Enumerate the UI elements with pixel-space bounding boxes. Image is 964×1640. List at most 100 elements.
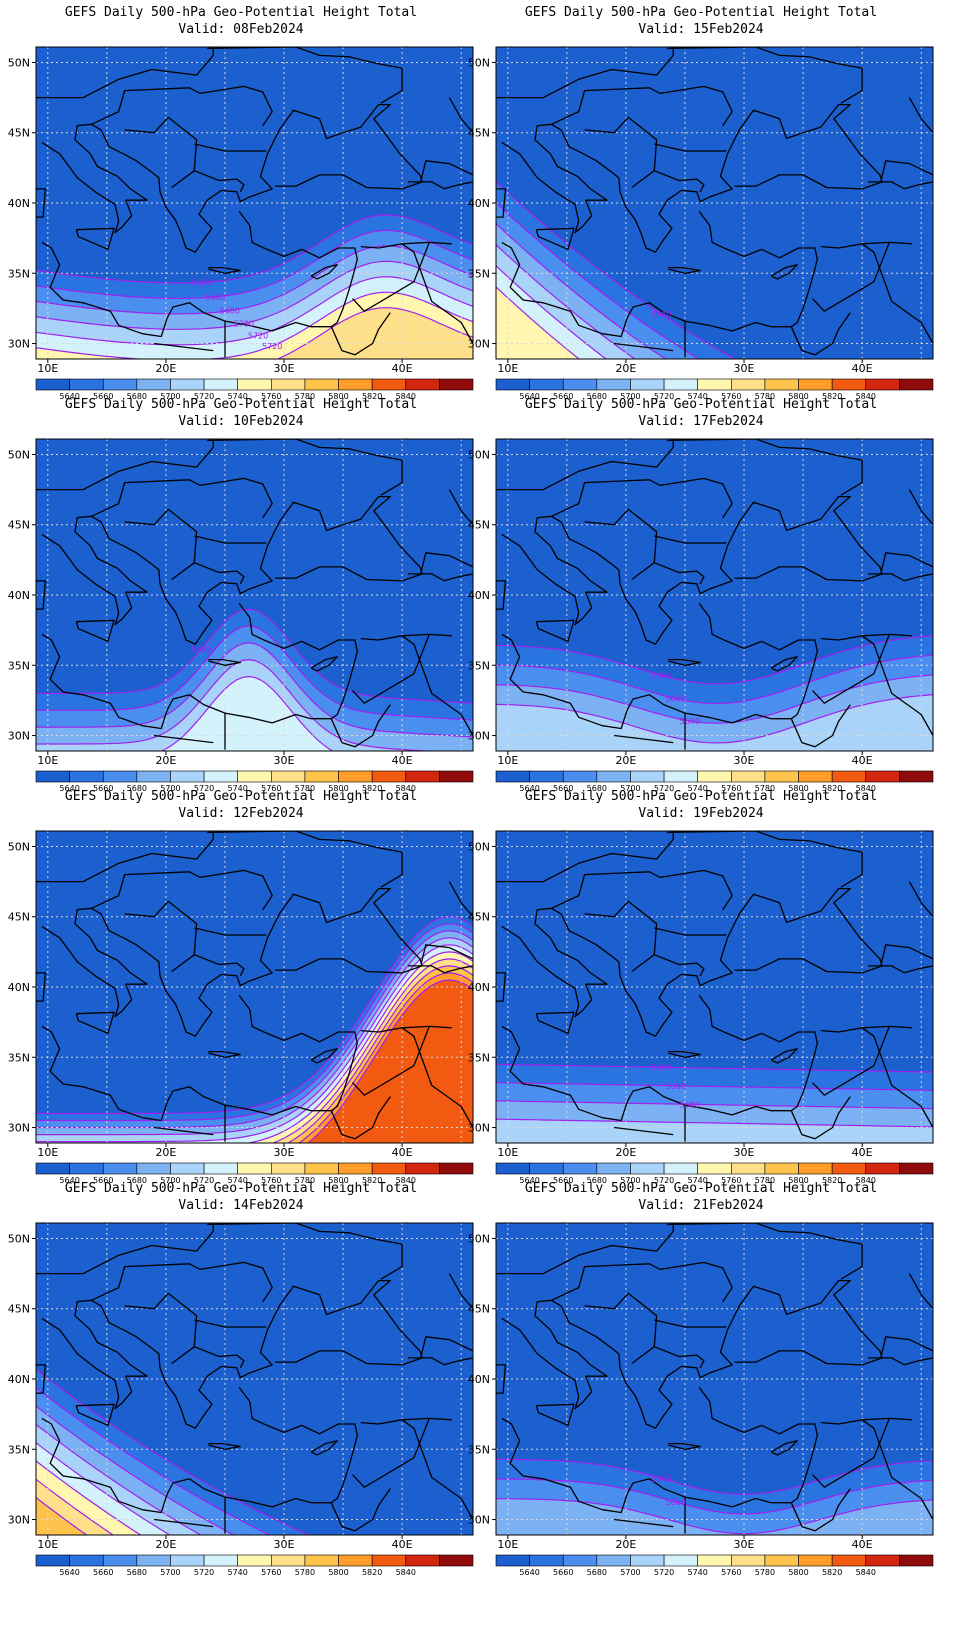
map-panel: GEFS Daily 500-hPa Geo-Potential Height … (460, 1176, 942, 1586)
colorbar-label: 5780 (295, 1176, 315, 1185)
coastline (124, 900, 198, 973)
colorbar-swatch (203, 378, 238, 391)
colorbar-swatch (630, 1554, 665, 1567)
coastline (551, 887, 883, 1037)
coastline (667, 1223, 863, 1280)
contour-line (496, 180, 737, 359)
coastline (310, 1440, 338, 1456)
colorbar-label: 5740 (228, 784, 248, 793)
coastline (207, 47, 403, 104)
coastline (908, 97, 933, 134)
colorbar-label: 5800 (788, 1176, 808, 1185)
contour-label: 5720 (262, 342, 282, 351)
coastline (352, 1026, 430, 1096)
colorbar-swatch (304, 770, 339, 783)
lon-tick-label: 10E (37, 754, 58, 767)
lat-tick-label: 40N (8, 589, 30, 602)
coastline (208, 1442, 241, 1450)
colorbar-swatch (899, 770, 934, 783)
coastline (91, 85, 273, 127)
colorbar-swatch (663, 770, 698, 783)
coastline (330, 326, 343, 351)
coastline (668, 658, 701, 666)
colorbar-label: 5660 (553, 1568, 573, 1577)
colorbar-label: 5720 (654, 1176, 674, 1185)
contour-line (36, 1405, 236, 1535)
coastline (551, 85, 733, 127)
contour-line (496, 1118, 933, 1128)
colorbar-swatch (338, 1162, 373, 1175)
coastline (124, 508, 198, 581)
coastline (551, 1261, 733, 1303)
contour-line (245, 951, 473, 1143)
coastline (903, 181, 933, 190)
lon-tick-label: 30E (734, 1538, 755, 1551)
panel-valid-date: Valid: 14Feb2024 (178, 1198, 304, 1213)
colorbar-swatch (663, 1554, 698, 1567)
colorbar-swatch (495, 378, 530, 391)
contour-layer (36, 1368, 311, 1535)
colorbar-swatch (731, 378, 766, 391)
coastline (861, 635, 933, 736)
colorbar-swatch (237, 1554, 272, 1567)
contour-layer (36, 214, 473, 359)
lat-tick-label: 45N (8, 127, 30, 140)
colorbar-label: 5800 (328, 784, 348, 793)
coastline (194, 1319, 267, 1328)
coastlines (496, 439, 933, 750)
coastline (880, 1336, 933, 1357)
graticule (496, 1223, 933, 1535)
colorbar-swatch (596, 1554, 631, 1567)
contour-label: 5680 (680, 1100, 700, 1109)
coastline (91, 869, 273, 911)
coastline (36, 1224, 214, 1275)
lat-tick-label: 50N (8, 840, 30, 853)
coastline (535, 619, 575, 643)
colorbar-swatch (338, 378, 373, 391)
coastline (208, 266, 241, 274)
colorbar-label: 5720 (194, 1176, 214, 1185)
coastline (41, 1299, 148, 1410)
colorbar-swatch (731, 1554, 766, 1567)
coastline (501, 241, 792, 338)
coastline (408, 1357, 446, 1366)
contour-line (36, 1460, 142, 1535)
colorbar-swatch (630, 378, 665, 391)
coastline (330, 718, 343, 743)
contour-label: 5680 (680, 717, 700, 726)
colorbar-swatch (102, 378, 138, 391)
coastline (501, 123, 608, 234)
contour-line (36, 642, 473, 738)
coastline (654, 927, 727, 936)
panel-title: GEFS Daily 500-hPa Geo-Potential Height … (64, 397, 418, 412)
colorbar-swatch (237, 1162, 272, 1175)
colorbar-swatch (371, 1162, 407, 1175)
coastline (790, 326, 803, 351)
lon-tick-label: 20E (615, 1538, 636, 1551)
contour-line (276, 307, 473, 359)
coastline (496, 440, 674, 491)
lon-tick-label: 30E (274, 1538, 295, 1551)
colorbar-label: 5760 (261, 392, 281, 401)
colorbar-swatch (764, 770, 799, 783)
coastline (154, 734, 214, 744)
coastline (812, 634, 890, 704)
colorbar-label: 5700 (620, 784, 640, 793)
coastline (880, 552, 933, 573)
contour-line (496, 264, 608, 359)
lat-tick-label: 35N (8, 267, 30, 280)
lat-tick-label: 35N (468, 267, 490, 280)
graticule (496, 47, 933, 359)
map-canvas: 50N 45N 40N 35N 30N 10E 20E 30E 40E 5640 5660 5680 5… (8, 830, 474, 1185)
colorbar-label: 5660 (93, 1176, 113, 1185)
lat-tick-label: 50N (468, 1232, 490, 1245)
colorbar-swatch (170, 378, 205, 391)
colorbar-label: 5700 (620, 392, 640, 401)
colorbar-label: 5780 (295, 784, 315, 793)
graticule (36, 439, 473, 751)
colorbar-swatch (371, 1554, 407, 1567)
coastline (75, 227, 115, 251)
lon-tick-label: 30E (274, 1146, 295, 1159)
colorbar-swatch (562, 378, 598, 391)
map-panel: GEFS Daily 500-hPa Geo-Potential Height … (460, 784, 942, 1194)
